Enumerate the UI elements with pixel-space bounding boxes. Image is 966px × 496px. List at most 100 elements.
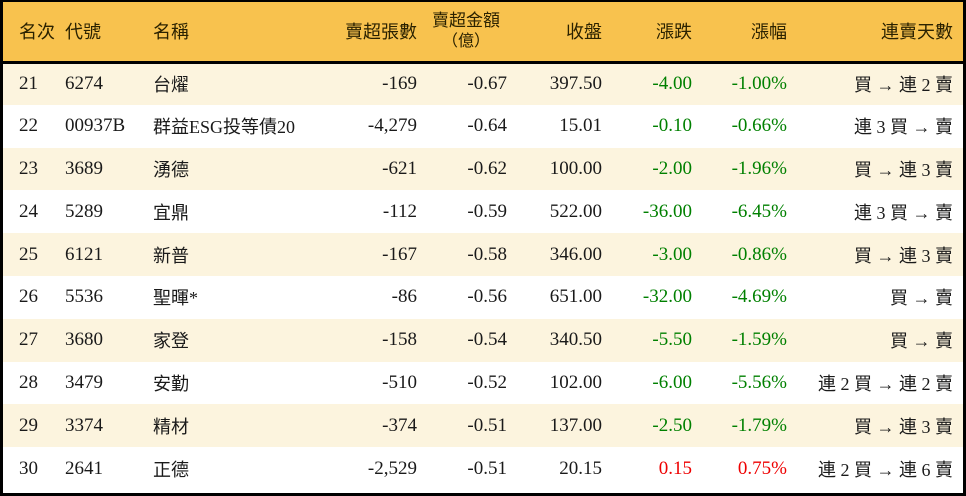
cell-streak: 連 2 買 → 連 2 賣 [818, 373, 953, 394]
cell-volume: -158 [382, 329, 417, 351]
cell-name[interactable]: 群益ESG投等債20 [153, 117, 296, 138]
cell-name[interactable]: 台燿 [153, 75, 189, 96]
cell-pct: -6.45% [731, 200, 787, 222]
cell-streak: 連 3 買 → 賣 [854, 202, 953, 223]
cell-close: 651.00 [549, 286, 602, 308]
header-amount: 賣超金額 （億） [421, 2, 511, 64]
cell-name[interactable]: 安勤 [153, 373, 189, 394]
cell-name[interactable]: 精材 [153, 416, 189, 437]
cell-amount: -0.54 [467, 329, 507, 351]
cell-volume: -621 [382, 157, 417, 179]
cell-name[interactable]: 宜鼎 [153, 202, 189, 223]
cell-code: 6274 [65, 73, 103, 95]
stock-row[interactable]: 30 2641 正德 -2,529 -0.51 20.15 0.15 0.75%… [3, 447, 963, 490]
cell-volume: -167 [382, 243, 417, 265]
cell-change: -4.00 [652, 73, 692, 95]
header-streak: 連賣天數 [791, 2, 963, 64]
cell-name[interactable]: 家登 [153, 331, 189, 352]
stock-row[interactable]: 22 00937B 群益ESG投等債20 -4,279 -0.64 15.01 … [3, 104, 963, 148]
cell-close: 102.00 [549, 371, 602, 393]
cell-change: -6.00 [652, 371, 692, 393]
cell-rank: 25 [19, 243, 38, 265]
cell-volume: -4,279 [367, 115, 417, 137]
cell-code: 3374 [65, 414, 103, 436]
cell-volume: -86 [391, 286, 417, 308]
cell-change: -3.00 [652, 243, 692, 265]
cell-pct: -1.96% [731, 157, 787, 179]
header-amount-line1: 賣超金額 [432, 11, 500, 31]
cell-rank: 29 [19, 414, 38, 436]
header-close: 收盤 [511, 2, 606, 64]
cell-code: 3689 [65, 157, 103, 179]
cell-amount: -0.52 [467, 371, 507, 393]
cell-amount: -0.51 [467, 457, 507, 479]
cell-code: 5289 [65, 200, 103, 222]
header-volume: 賣超張數 [311, 2, 421, 64]
cell-amount: -0.59 [467, 200, 507, 222]
cell-close: 137.00 [549, 414, 602, 436]
cell-name[interactable]: 湧德 [153, 159, 189, 180]
cell-code: 2641 [65, 457, 103, 479]
cell-amount: -0.64 [467, 115, 507, 137]
cell-code: 6121 [65, 243, 103, 265]
cell-close: 397.50 [549, 73, 602, 95]
cell-amount: -0.62 [467, 157, 507, 179]
cell-volume: -2,529 [367, 457, 417, 479]
cell-streak: 買 → 賣 [890, 331, 953, 352]
header-amount-line2: （億） [441, 32, 490, 50]
cell-code: 3680 [65, 329, 103, 351]
stock-row[interactable]: 21 6274 台燿 -169 -0.67 397.50 -4.00 -1.00… [3, 62, 963, 105]
cell-name[interactable]: 聖暉* [153, 288, 198, 309]
cell-change: -2.00 [652, 157, 692, 179]
cell-name[interactable]: 正德 [153, 459, 189, 480]
cell-streak: 連 3 買 → 賣 [854, 117, 953, 138]
stock-row[interactable]: 24 5289 宜鼎 -112 -0.59 522.00 -36.00 -6.4… [3, 190, 963, 234]
cell-close: 522.00 [549, 200, 602, 222]
cell-streak: 連 2 買 → 連 6 賣 [818, 459, 953, 480]
cell-change: -2.50 [652, 414, 692, 436]
cell-amount: -0.56 [467, 286, 507, 308]
cell-streak: 買 → 連 3 賣 [854, 159, 953, 180]
cell-streak: 買 → 賣 [890, 288, 953, 309]
cell-amount: -0.67 [467, 73, 507, 95]
cell-close: 15.01 [559, 115, 602, 137]
cell-pct: -1.59% [731, 329, 787, 351]
cell-close: 20.15 [559, 457, 602, 479]
cell-pct: -0.66% [731, 115, 787, 137]
cell-rank: 22 [19, 115, 38, 137]
header-code: 代號 [65, 2, 143, 64]
cell-change: -32.00 [642, 286, 692, 308]
cell-rank: 28 [19, 371, 38, 393]
cell-rank: 30 [19, 457, 38, 479]
cell-amount: -0.58 [467, 243, 507, 265]
table-header-row: 名次 代號 名稱 賣超張數 賣超金額 （億） 收盤 漲跌 漲幅 連賣天數 [3, 2, 963, 64]
header-rank: 名次 [3, 2, 65, 64]
cell-name[interactable]: 新普 [153, 245, 189, 266]
cell-rank: 21 [19, 73, 38, 95]
cell-streak: 買 → 連 2 賣 [854, 75, 953, 96]
stock-row[interactable]: 29 3374 精材 -374 -0.51 137.00 -2.50 -1.79… [3, 404, 963, 448]
stock-row[interactable]: 27 3680 家登 -158 -0.54 340.50 -5.50 -1.59… [3, 318, 963, 362]
cell-rank: 27 [19, 329, 38, 351]
stock-row[interactable]: 26 5536 聖暉* -86 -0.56 651.00 -32.00 -4.6… [3, 275, 963, 319]
cell-volume: -374 [382, 414, 417, 436]
cell-change: 0.15 [658, 457, 692, 479]
stock-row[interactable]: 28 3479 安勤 -510 -0.52 102.00 -6.00 -5.56… [3, 361, 963, 405]
header-name: 名稱 [143, 2, 311, 64]
cell-change: -0.10 [652, 115, 692, 137]
cell-streak: 買 → 連 3 賣 [854, 245, 953, 266]
header-change: 漲跌 [606, 2, 696, 64]
cell-amount: -0.51 [467, 414, 507, 436]
cell-change: -36.00 [642, 200, 692, 222]
cell-pct: -1.79% [731, 414, 787, 436]
cell-volume: -169 [382, 73, 417, 95]
cell-rank: 24 [19, 200, 38, 222]
stock-row[interactable]: 23 3689 湧德 -621 -0.62 100.00 -2.00 -1.96… [3, 147, 963, 191]
stock-row[interactable]: 25 6121 新普 -167 -0.58 346.00 -3.00 -0.86… [3, 233, 963, 276]
cell-close: 340.50 [549, 329, 602, 351]
cell-pct: -0.86% [731, 243, 787, 265]
cell-rank: 23 [19, 157, 38, 179]
cell-streak: 買 → 連 3 賣 [854, 416, 953, 437]
cell-change: -5.50 [652, 329, 692, 351]
